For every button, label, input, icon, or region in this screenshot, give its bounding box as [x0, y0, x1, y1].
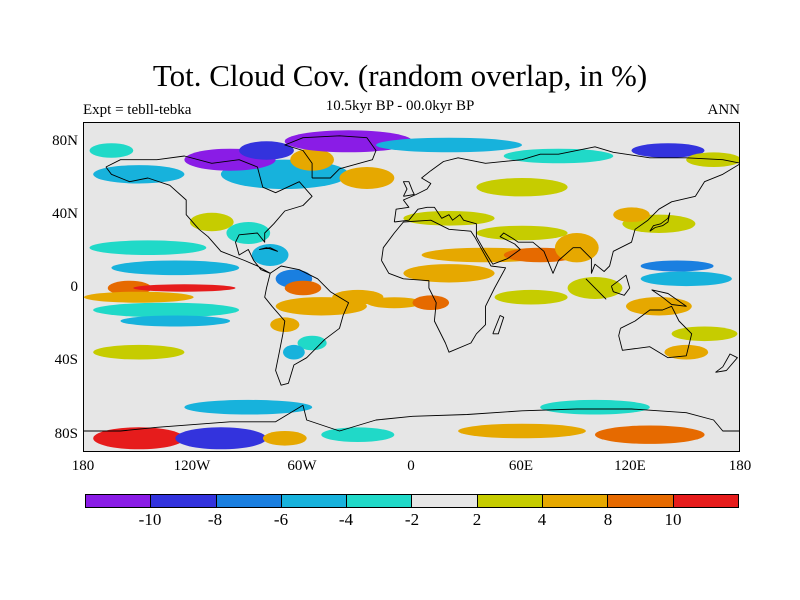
anomaly-region — [403, 264, 495, 283]
anomaly-region — [366, 297, 422, 309]
coastline — [492, 315, 505, 335]
anomaly-region — [671, 326, 738, 342]
colorbar-box — [542, 494, 609, 508]
coastlines — [84, 135, 739, 432]
y-tick-80n: 80N — [52, 133, 78, 149]
world-map — [84, 130, 739, 450]
anomaly-region — [503, 148, 614, 164]
colorbar-label: -6 — [273, 510, 289, 529]
colorbar-box — [346, 494, 413, 508]
map-panel — [83, 122, 740, 452]
coastline — [610, 274, 631, 296]
y-tick-eq: 0 — [70, 279, 79, 295]
colorbar-label: 10 — [664, 510, 682, 529]
anomaly-region — [283, 344, 305, 360]
coastline — [264, 265, 350, 386]
coastline — [259, 247, 278, 252]
anomaly-region — [270, 317, 300, 332]
anomaly-region — [403, 211, 495, 226]
anomaly-region — [262, 431, 307, 446]
coastline — [618, 305, 693, 359]
colorbar-box — [280, 494, 348, 508]
y-tick-40s: 40S — [54, 352, 78, 368]
coastline — [393, 146, 739, 274]
anomaly-region — [107, 280, 152, 296]
anomaly-region — [120, 315, 231, 327]
anomaly-region — [640, 260, 714, 272]
anomaly-region — [339, 167, 395, 189]
colorbar-box — [476, 494, 544, 508]
coastline — [715, 353, 738, 373]
anomaly-region — [184, 399, 313, 415]
anomaly-region — [189, 212, 234, 232]
anomaly-region — [476, 178, 568, 197]
x-tick-120e: 120E — [614, 458, 646, 474]
anomaly-region — [321, 427, 395, 443]
coastline — [651, 289, 687, 307]
anomaly-region — [640, 271, 732, 287]
colorbar-box — [672, 494, 739, 508]
coastline — [84, 404, 739, 432]
anomaly-region — [686, 152, 739, 167]
anomaly-region — [613, 207, 650, 222]
colorbar-label: -8 — [207, 510, 223, 529]
anomaly-region — [284, 280, 322, 296]
anomaly-region — [631, 143, 705, 158]
y-tick-40n: 40N — [52, 206, 78, 222]
season-label: ANN — [707, 102, 741, 118]
coastline — [402, 181, 415, 197]
anomaly-region — [239, 141, 294, 160]
experiment-label: Expt = tebll-tebka — [83, 102, 192, 118]
map-title: Tot. Cloud Cov. (random overlap, in %) — [152, 58, 648, 93]
anomaly-region — [133, 284, 236, 292]
anomaly-region — [93, 344, 185, 360]
anomaly-region — [494, 289, 568, 305]
anomaly-region — [664, 344, 709, 360]
coastline — [105, 155, 313, 274]
coastline — [585, 278, 607, 300]
x-tick-120w: 120W — [173, 458, 211, 474]
anomaly-region — [595, 425, 705, 444]
anomaly-region — [412, 295, 450, 310]
coastline — [284, 135, 377, 179]
y-tick-80s: 80S — [54, 426, 78, 442]
colorbar — [85, 494, 739, 508]
anomaly-region — [175, 427, 267, 450]
colorbar-label: 2 — [472, 510, 482, 529]
x-tick-60w: 60W — [287, 458, 317, 474]
anomaly-field — [84, 130, 739, 450]
anomaly-region — [540, 399, 650, 415]
anomaly-region — [93, 165, 185, 184]
x-tick-180w: 180 — [71, 458, 95, 474]
colorbar-label: -4 — [338, 510, 354, 529]
x-tick-60e: 60E — [508, 458, 534, 474]
anomaly-region — [93, 427, 185, 450]
anomaly-region — [290, 148, 334, 171]
colorbar-box — [607, 494, 674, 508]
anomaly-region — [376, 137, 522, 153]
anomaly-region — [476, 225, 568, 241]
colorbar-label: 4 — [537, 510, 547, 529]
anomaly-region — [89, 240, 207, 255]
x-tick-180e: 180 — [728, 458, 752, 474]
anomaly-region — [458, 423, 586, 439]
anomaly-region — [89, 143, 134, 158]
colorbar-box — [215, 494, 282, 508]
x-tick-0: 0 — [407, 458, 415, 474]
colorbar-label: -2 — [404, 510, 420, 529]
anomaly-region — [111, 260, 240, 276]
colorbar-label: 8 — [603, 510, 613, 529]
anomaly-region — [93, 302, 240, 318]
colorbar-box — [150, 494, 217, 508]
coastline — [381, 219, 507, 353]
colorbar-box — [85, 494, 152, 508]
coastline — [649, 212, 671, 232]
colorbar-label: -10 — [138, 510, 162, 529]
colorbar-box — [411, 494, 478, 508]
period-label: 10.5kyr BP - 00.0kyr BP — [325, 98, 475, 114]
anomaly-region — [626, 297, 692, 316]
anomaly-region — [297, 335, 327, 351]
anomaly-region — [84, 291, 194, 303]
